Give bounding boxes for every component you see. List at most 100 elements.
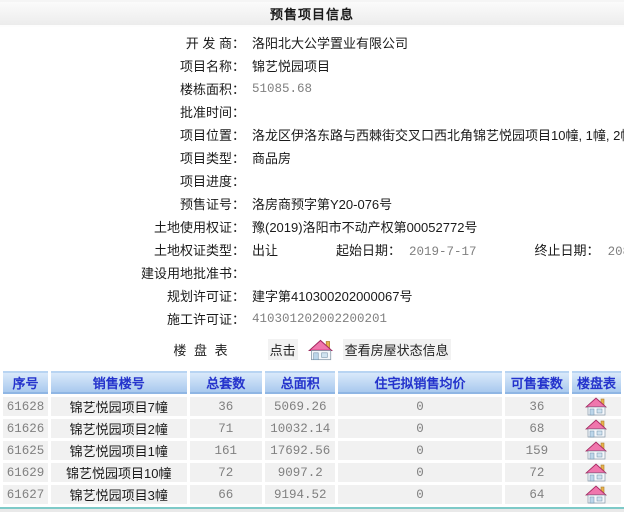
open-board-button[interactable] — [571, 441, 621, 460]
end-date-value: 2089-7-17 — [607, 245, 624, 259]
info-label: 项目位置： — [179, 128, 245, 143]
col-header-board: 楼盘表 — [571, 371, 621, 394]
cell-avg-price: 0 — [338, 485, 502, 504]
cell-total-area: 9194.52 — [265, 485, 336, 504]
info-value: 410301202002200201 — [252, 312, 388, 326]
start-date-value: 2019-7-17 — [409, 245, 477, 259]
cell-building: 锦艺悦园项目10幢 — [50, 463, 187, 482]
info-label: 施工许可证： — [166, 312, 245, 327]
cell-available-units: 64 — [504, 485, 569, 504]
cell-seq: 61626 — [3, 419, 48, 438]
info-value: 51085.68 — [252, 82, 313, 96]
info-value: 建字第410300202000067号 — [252, 289, 413, 304]
building-table: 序号 销售楼号 总套数 总面积 住宅拟销售均价 可售套数 楼盘表 61628 锦… — [0, 368, 624, 507]
open-board-button[interactable] — [571, 419, 621, 438]
cell-seq: 61625 — [3, 441, 48, 460]
info-label: 预售证号： — [179, 197, 245, 212]
table-row: 61626 锦艺悦园项目2幢 71 10032.14 0 68 — [3, 419, 621, 438]
house-icon[interactable] — [308, 339, 333, 361]
project-info-sheet: 开 发 商： 洛阳北大公学置业有限公司 项目名称： 锦艺悦园项目 楼栋面积： 5… — [0, 27, 624, 331]
cell-avg-price: 0 — [338, 419, 502, 438]
info-value: 出让 — [252, 243, 279, 258]
col-header-avg-price: 住宅拟销售均价 — [338, 371, 502, 394]
info-row-approval-time: 批准时间： — [0, 101, 624, 124]
page-title: 预售项目信息 — [0, 0, 624, 27]
cell-seq: 61627 — [3, 485, 48, 504]
bottom-strip — [0, 509, 624, 512]
cell-seq: 61628 — [3, 397, 48, 416]
cell-total-units: 72 — [189, 463, 263, 482]
info-label: 批准时间： — [179, 105, 245, 120]
info-row-developer: 开 发 商： 洛阳北大公学置业有限公司 — [0, 32, 624, 55]
house-icon — [585, 397, 607, 416]
col-header-building: 销售楼号 — [50, 371, 187, 394]
info-row-location: 项目位置： 洛龙区伊洛东路与西棘街交叉口西北角锦艺悦园项目10幢, 1幢, 2幢… — [0, 124, 624, 147]
info-value: 锦艺悦园项目 — [252, 59, 331, 74]
info-label: 规划许可证： — [166, 289, 245, 304]
col-header-seq: 序号 — [3, 371, 48, 394]
open-board-button[interactable] — [571, 463, 621, 482]
cell-total-area: 10032.14 — [265, 419, 336, 438]
house-icon — [585, 419, 607, 438]
cell-avg-price: 0 — [338, 463, 502, 482]
end-date-pair: 终止日期： 2089-7-17 — [535, 239, 624, 262]
info-row-land-use-cert: 土地使用权证： 豫(2019)洛阳市不动产权第00052772号 — [0, 216, 624, 239]
info-label: 开 发 商： — [185, 36, 245, 51]
table-row: 61627 锦艺悦园项目3幢 66 9194.52 0 64 — [3, 485, 621, 504]
info-label: 土地权证类型： — [153, 243, 245, 258]
info-value: 洛龙区伊洛东路与西棘街交叉口西北角锦艺悦园项目10幢, 1幢, 2幢, 3幢, … — [252, 128, 624, 143]
cell-building: 锦艺悦园项目2幢 — [50, 419, 187, 438]
info-value: 豫(2019)洛阳市不动产权第00052772号 — [252, 220, 478, 235]
click-hint-label: 点击 — [267, 339, 298, 360]
cell-total-units: 71 — [189, 419, 263, 438]
info-row-presale-cert: 预售证号： 洛房商预字第Y20-076号 — [0, 193, 624, 216]
cell-avg-price: 0 — [338, 397, 502, 416]
info-row-construction-permit: 施工许可证： 410301202002200201 — [0, 308, 624, 331]
info-label: 项目类型： — [179, 151, 245, 166]
cell-total-units: 36 — [189, 397, 263, 416]
view-house-status-label: 查看房屋状态信息 — [342, 339, 451, 360]
cell-available-units: 159 — [504, 441, 569, 460]
end-date-label: 终止日期： — [534, 243, 600, 258]
house-icon — [585, 485, 607, 504]
info-row-planning-permit: 规划许可证： 建字第410300202000067号 — [0, 285, 624, 308]
building-table-wrap: 序号 销售楼号 总套数 总面积 住宅拟销售均价 可售套数 楼盘表 61628 锦… — [0, 368, 624, 509]
info-label: 项目进度： — [179, 174, 245, 189]
cell-building: 锦艺悦园项目1幢 — [50, 441, 187, 460]
info-row-progress: 项目进度： — [0, 170, 624, 193]
table-row: 61625 锦艺悦园项目1幢 161 17692.56 0 159 — [3, 441, 621, 460]
info-row-building-area: 楼栋面积： 51085.68 — [0, 78, 624, 101]
building-board-bar: 楼 盘 表 点击 查看房屋状态信息 — [0, 331, 624, 368]
building-board-label: 楼 盘 表 — [173, 343, 230, 358]
info-label: 土地使用权证： — [153, 220, 245, 235]
start-date-label: 起始日期： — [336, 243, 402, 258]
cell-available-units: 68 — [504, 419, 569, 438]
info-label: 建设用地批准书： — [140, 266, 245, 281]
table-header-row: 序号 销售楼号 总套数 总面积 住宅拟销售均价 可售套数 楼盘表 — [3, 371, 621, 394]
cell-total-units: 66 — [189, 485, 263, 504]
house-icon — [585, 463, 607, 482]
table-row: 61628 锦艺悦园项目7幢 36 5069.26 0 36 — [3, 397, 621, 416]
col-header-total-units: 总套数 — [189, 371, 263, 394]
cell-available-units: 72 — [504, 463, 569, 482]
col-header-total-area: 总面积 — [265, 371, 336, 394]
open-board-button[interactable] — [571, 397, 621, 416]
cell-total-area: 17692.56 — [265, 441, 336, 460]
cell-total-area: 5069.26 — [265, 397, 336, 416]
open-board-button[interactable] — [571, 485, 621, 504]
info-row-land-cert-type: 土地权证类型： 出让 起始日期： 2019-7-17 终止日期： 2089-7-17 — [0, 239, 624, 262]
house-icon — [585, 441, 607, 460]
cell-total-units: 161 — [189, 441, 263, 460]
cell-seq: 61629 — [3, 463, 48, 482]
cell-available-units: 36 — [504, 397, 569, 416]
table-row: 61629 锦艺悦园项目10幢 72 9097.2 0 72 — [3, 463, 621, 482]
info-row-project-name: 项目名称： 锦艺悦园项目 — [0, 55, 624, 78]
cell-avg-price: 0 — [338, 441, 502, 460]
start-date-pair: 起始日期： 2019-7-17 — [336, 239, 477, 262]
info-label: 楼栋面积： — [179, 82, 245, 97]
info-value: 洛房商预字第Y20-076号 — [252, 197, 393, 212]
info-value: 商品房 — [252, 151, 292, 166]
cell-building: 锦艺悦园项目7幢 — [50, 397, 187, 416]
info-row-project-type: 项目类型： 商品房 — [0, 147, 624, 170]
